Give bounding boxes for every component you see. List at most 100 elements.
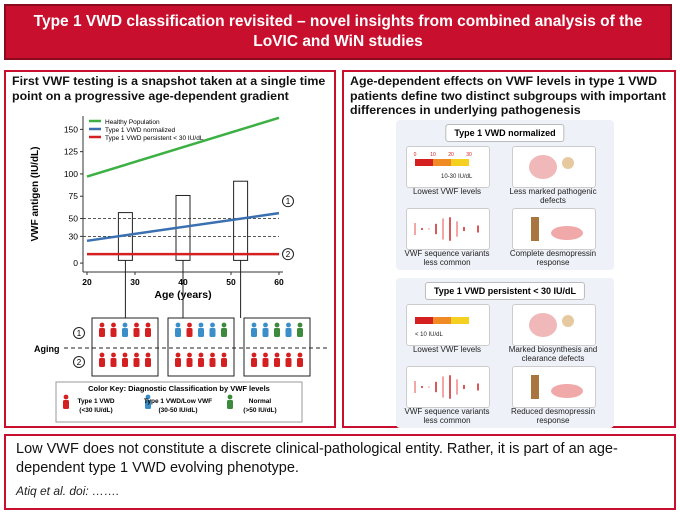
person-body: [175, 358, 181, 367]
right-panel: Age-dependent effects on VWF levels in t…: [342, 70, 676, 428]
person-head: [286, 322, 291, 328]
key-range: (<30 IU/dL): [79, 407, 112, 414]
person-body: [133, 328, 140, 337]
conclusion: Low VWF does not constitute a discrete c…: [16, 441, 618, 476]
card-text: VWF sequence variants less common: [404, 407, 490, 425]
legend-label: Type 1 VWD persistent < 30 IU/dL: [105, 135, 204, 142]
cell: [551, 226, 583, 240]
person-body: [145, 358, 151, 367]
icon: [531, 217, 583, 241]
person-head: [198, 322, 204, 328]
gauge-segment: [415, 159, 433, 166]
card: [406, 208, 490, 250]
person-head: [263, 352, 268, 358]
person-body: [110, 358, 117, 367]
legend-label: Healthy Population: [105, 119, 160, 126]
marker-label: 1: [77, 329, 82, 338]
marker-label: 1: [286, 197, 291, 206]
person-head: [145, 394, 151, 400]
card-text: VWF sequence variants less common: [404, 249, 490, 267]
person-head: [145, 352, 151, 358]
citation: Atiq et al. doi: …….: [16, 483, 120, 498]
person-body: [186, 328, 193, 337]
person-body: [285, 358, 292, 367]
icon: [414, 217, 479, 241]
gauge-tick: 10: [430, 152, 436, 158]
aging-label: Aging: [34, 344, 60, 354]
person-body: [145, 328, 151, 337]
person-head: [63, 394, 69, 400]
card: [512, 304, 596, 346]
marker-circle: [73, 327, 85, 339]
person-head: [221, 352, 227, 358]
vial: [531, 217, 539, 241]
person-head: [251, 322, 257, 328]
person-head: [227, 394, 233, 400]
y-tick-label: 0: [73, 258, 78, 268]
person-head: [221, 322, 227, 328]
person-head: [263, 322, 268, 328]
gauge: < 10 IU/dL: [415, 317, 469, 338]
x-tick-label: 20: [82, 277, 92, 287]
marker-circle: [73, 356, 85, 368]
card: < 10 IU/dL: [406, 304, 490, 346]
person-body: [133, 358, 140, 367]
panel-title: Age-dependent effects on VWF levels in t…: [350, 74, 666, 118]
person-body: [251, 358, 257, 367]
card: [512, 146, 596, 188]
person-head: [175, 352, 181, 358]
icon: [529, 155, 574, 179]
person-head: [122, 352, 128, 358]
header-title: Type 1 VWD classification revisited – no…: [33, 12, 643, 50]
icon: [529, 313, 574, 337]
x-tick-label: 50: [226, 277, 236, 287]
person-head: [198, 352, 204, 358]
y-tick-label: 30: [69, 231, 79, 241]
person-head: [187, 322, 192, 328]
particles: [562, 157, 574, 169]
card-text: Marked biosynthesis and clearance defect…: [508, 345, 598, 363]
person-head: [99, 322, 105, 328]
y-tick-label: 75: [69, 191, 79, 201]
subgroup-section: Type 1 VWD normalized 0 10 20 30 10-30 IU/dL L…: [396, 120, 614, 270]
y-tick-label: 100: [64, 169, 78, 179]
person-body: [122, 328, 128, 337]
gauge: 0 10 20 30 10-30 IU/dL: [414, 152, 473, 180]
marker-label: 2: [286, 250, 291, 259]
person-body: [198, 328, 204, 337]
gauge-label: 10-30 IU/dL: [441, 174, 473, 180]
person-head: [134, 322, 139, 328]
gauge-tick: 30: [466, 152, 472, 158]
person-body: [221, 328, 227, 337]
person-head: [274, 322, 280, 328]
gauge-segment: [415, 317, 433, 324]
person-body: [63, 400, 69, 409]
legend-label: Type 1 VWD normalized: [105, 127, 175, 134]
person-head: [286, 352, 291, 358]
person-head: [297, 322, 303, 328]
key-range: (30-50 IU/dL): [158, 407, 197, 414]
person-body: [262, 358, 269, 367]
line: [86, 211, 280, 243]
snapshot-box: [233, 180, 249, 261]
y-tick-label: 125: [64, 147, 78, 157]
gauge-segment: [451, 159, 469, 166]
line: [86, 116, 280, 178]
key-label: Type 1 VWD: [77, 398, 114, 405]
card-text: Less marked pathogenic defects: [509, 187, 597, 205]
key-label: Type 1 VWD/Low VWF: [144, 398, 212, 405]
person-body: [186, 358, 193, 367]
person-body: [251, 328, 257, 337]
person-body: [99, 328, 105, 337]
cell: [529, 155, 557, 179]
person-head: [99, 352, 105, 358]
person-body: [209, 328, 216, 337]
person-body: [145, 400, 151, 409]
x-tick-label: 30: [130, 277, 140, 287]
gauge-segment: [451, 317, 469, 324]
person-head: [210, 322, 215, 328]
person-head: [297, 352, 303, 358]
gauge-label: < 10 IU/dL: [415, 332, 444, 338]
